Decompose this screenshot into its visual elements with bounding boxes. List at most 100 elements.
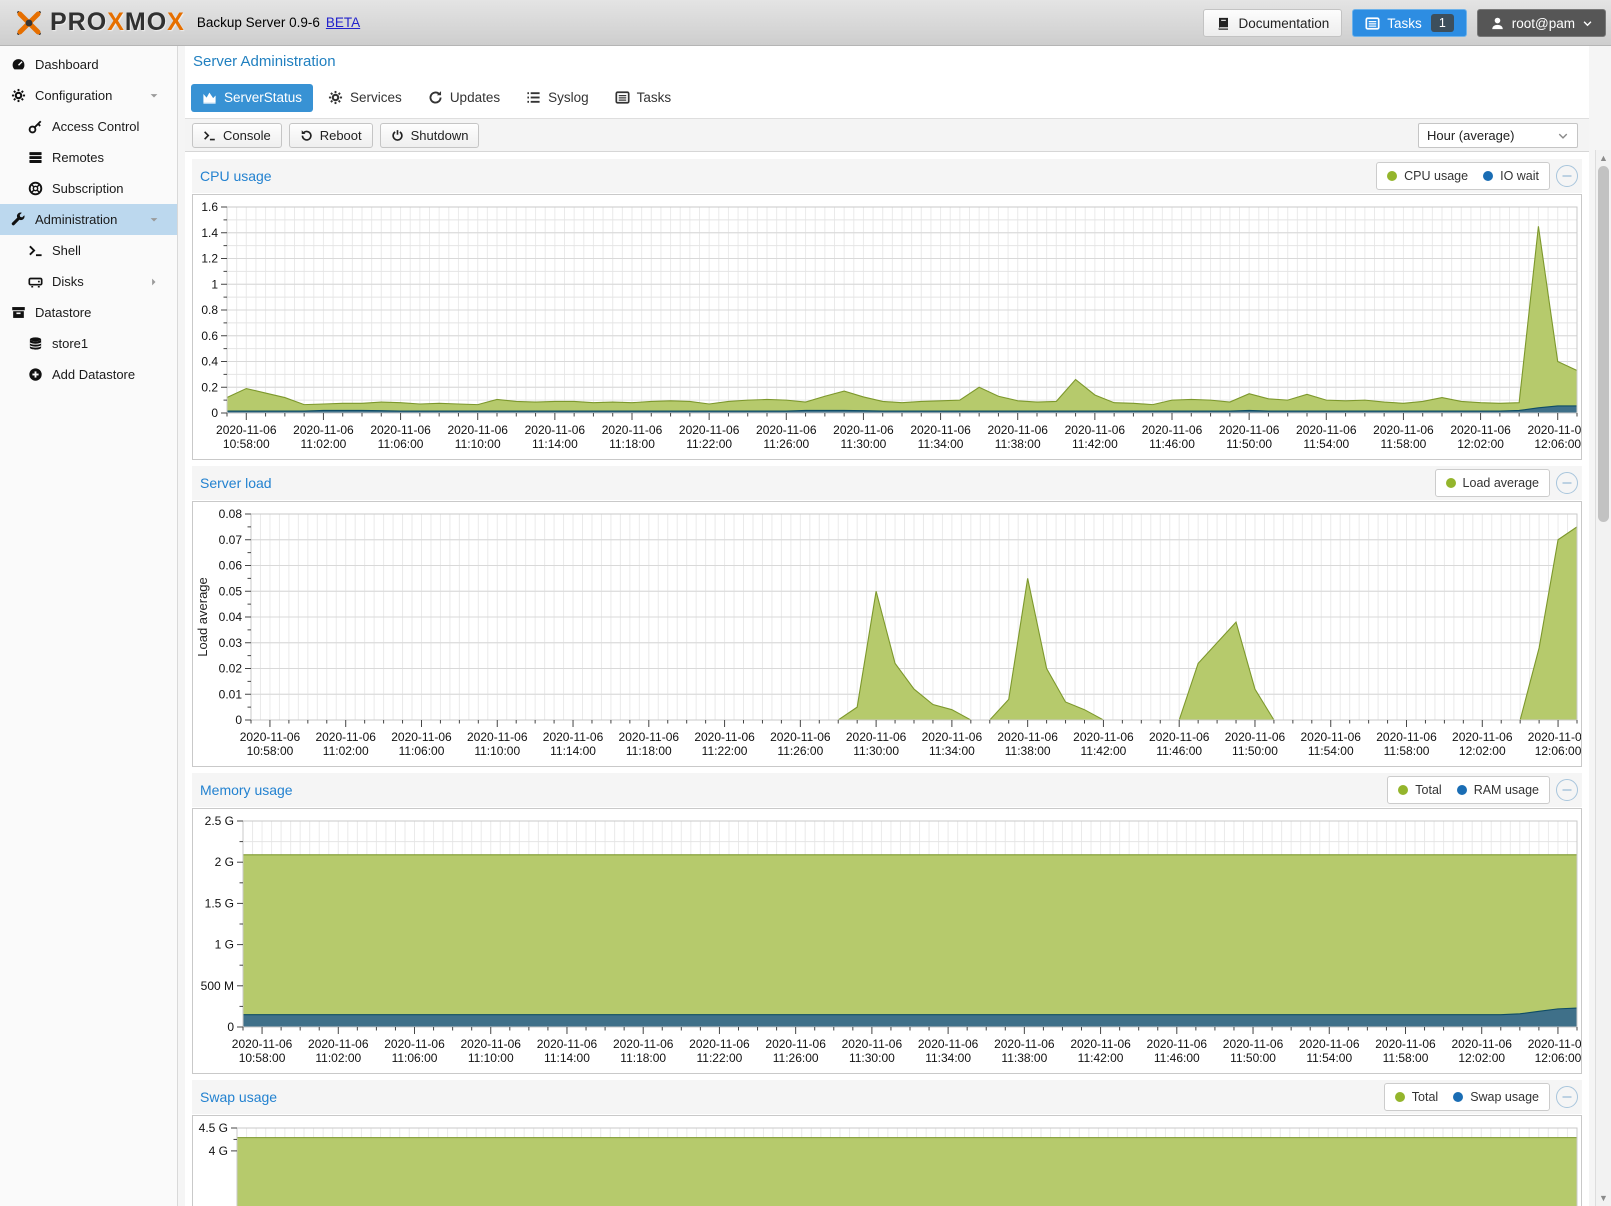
expander-down-icon[interactable] <box>148 214 160 226</box>
tab-services[interactable]: Services <box>317 84 413 112</box>
cpu-collapse-button[interactable] <box>1556 165 1578 187</box>
svg-text:11:42:00: 11:42:00 <box>1072 437 1118 451</box>
beta-link[interactable]: BETA <box>325 15 361 30</box>
svg-text:2020-11-06: 2020-11-06 <box>1073 730 1134 744</box>
task-list-icon <box>1365 16 1380 31</box>
svg-text:12:06:00: 12:06:00 <box>1535 1051 1581 1065</box>
svg-text:11:18:00: 11:18:00 <box>626 744 672 758</box>
sidebar-item-subscription[interactable]: Subscription <box>0 173 177 204</box>
svg-text:2020-11-06: 2020-11-06 <box>543 730 604 744</box>
tab-serverstatus[interactable]: ServerStatus <box>191 83 314 112</box>
legend-entry-total[interactable]: Total <box>1398 783 1442 797</box>
svg-text:11:30:00: 11:30:00 <box>849 1051 895 1065</box>
tab-label: ServerStatus <box>224 90 303 105</box>
svg-text:2020-11-06: 2020-11-06 <box>994 1037 1055 1051</box>
documentation-button[interactable]: Documentation <box>1203 9 1343 37</box>
load-panel-title: Server load <box>200 475 272 491</box>
tasks-button[interactable]: Tasks 1 <box>1352 9 1467 37</box>
svg-text:11:34:00: 11:34:00 <box>925 1051 971 1065</box>
svg-text:2020-11-06: 2020-11-06 <box>391 730 452 744</box>
svg-text:2020-11-06: 2020-11-06 <box>240 730 301 744</box>
database-icon <box>28 336 43 351</box>
sidebar-item-configuration[interactable]: Configuration <box>0 80 177 111</box>
svg-text:11:42:00: 11:42:00 <box>1081 744 1127 758</box>
sidebar-item-administration[interactable]: Administration <box>0 204 177 235</box>
user-menu-button[interactable]: root@pam <box>1476 9 1606 37</box>
svg-text:2020-11-06: 2020-11-06 <box>922 730 983 744</box>
swap-collapse-button[interactable] <box>1556 1086 1578 1108</box>
svg-text:2020-11-06: 2020-11-06 <box>1375 1037 1436 1051</box>
svg-text:11:50:00: 11:50:00 <box>1230 1051 1276 1065</box>
sidebar-item-label: Remotes <box>52 150 105 165</box>
tab-tasks[interactable]: Tasks <box>604 84 683 112</box>
sidebar-item-dashboard[interactable]: Dashboard <box>0 49 177 80</box>
legend-entry-load-average[interactable]: Load average <box>1445 476 1539 490</box>
svg-text:1.4: 1.4 <box>201 226 218 240</box>
svg-text:11:26:00: 11:26:00 <box>763 437 809 451</box>
tab-updates[interactable]: Updates <box>417 84 511 112</box>
svg-text:1.2: 1.2 <box>201 252 218 266</box>
svg-text:2 G: 2 G <box>215 855 234 869</box>
load-usage-panel: Server load Load average 0 0.01 0.02 0.03 0.04… <box>192 466 1582 767</box>
timeframe-select[interactable]: Hour (average) <box>1418 123 1578 148</box>
sidebar-item-datastore[interactable]: Datastore <box>0 297 177 328</box>
svg-text:11:30:00: 11:30:00 <box>853 744 899 758</box>
legend-entry-total[interactable]: Total <box>1394 1090 1438 1104</box>
svg-text:12:02:00: 12:02:00 <box>1459 744 1506 758</box>
button-label: Reboot <box>319 127 362 143</box>
expander-down-icon[interactable] <box>148 90 160 102</box>
svg-text:11:58:00: 11:58:00 <box>1381 437 1427 451</box>
svg-text:12:02:00: 12:02:00 <box>1458 1051 1505 1065</box>
sidebar-item-store1[interactable]: store1 <box>0 328 177 359</box>
legend-entry-ram-usage[interactable]: RAM usage <box>1456 783 1539 797</box>
reboot-button[interactable]: Reboot <box>288 122 373 148</box>
sidebar-item-label: Dashboard <box>35 57 99 72</box>
svg-text:2020-11-06: 2020-11-06 <box>987 423 1048 437</box>
sidebar-nav: Dashboard Configuration Access Control Remo… <box>0 46 178 1206</box>
sidebar-item-label: Subscription <box>52 181 124 196</box>
svg-text:2020-11-06: 2020-11-06 <box>1452 730 1513 744</box>
cpu-usage-panel: CPU usage CPU usage IO wait 0 0.2 0.4 0.6 0.8 1 1… <box>192 159 1582 460</box>
scroll-down-arrow[interactable]: ▼ <box>1599 1193 1608 1203</box>
tab-syslog[interactable]: Syslog <box>515 84 600 112</box>
scroll-up-arrow[interactable]: ▲ <box>1599 153 1608 163</box>
legend-dot <box>1394 1092 1405 1102</box>
svg-text:1.5 G: 1.5 G <box>205 896 234 910</box>
memory-collapse-button[interactable] <box>1556 779 1578 801</box>
load-collapse-button[interactable] <box>1556 472 1578 494</box>
legend-entry-io-wait[interactable]: IO wait <box>1483 169 1539 183</box>
sidebar-item-shell[interactable]: Shell <box>0 235 177 266</box>
sidebar-item-remotes[interactable]: Remotes <box>0 142 177 173</box>
charts-content: CPU usage CPU usage IO wait 0 0.2 0.4 0.6 0.8 1 1… <box>185 153 1589 1206</box>
toolbar-buttons: Console Reboot Shutdown <box>185 122 480 148</box>
svg-text:2020-11-06: 2020-11-06 <box>1065 423 1126 437</box>
svg-text:1: 1 <box>211 277 218 291</box>
legend-label: RAM usage <box>1473 783 1539 797</box>
scrollbar-thumb[interactable] <box>1598 166 1609 522</box>
memory-panel-title: Memory usage <box>200 782 293 798</box>
legend-entry-swap-usage[interactable]: Swap usage <box>1453 1090 1539 1104</box>
svg-text:2020-11-06: 2020-11-06 <box>370 423 431 437</box>
swap-usage-panel: Swap usage Total Swap usage 4 G 4.5 G <box>192 1080 1582 1206</box>
sidebar-item-access-control[interactable]: Access Control <box>0 111 177 142</box>
svg-text:10:58:00: 10:58:00 <box>239 1051 286 1065</box>
svg-text:11:46:00: 11:46:00 <box>1149 437 1195 451</box>
timeframe-value: Hour (average) <box>1427 128 1515 143</box>
legend-entry-cpu-usage[interactable]: CPU usage <box>1387 169 1468 183</box>
svg-text:1.6: 1.6 <box>201 200 218 214</box>
console-button[interactable]: Console <box>192 122 282 148</box>
sidebar-item-label: Configuration <box>35 88 113 103</box>
shutdown-button[interactable]: Shutdown <box>379 122 480 148</box>
svg-text:2020-11-06: 2020-11-06 <box>1376 730 1437 744</box>
svg-text:0: 0 <box>211 406 218 420</box>
sidebar-item-disks[interactable]: Disks <box>0 266 177 297</box>
svg-text:2020-11-06: 2020-11-06 <box>689 1037 750 1051</box>
svg-text:2020-11-06: 2020-11-06 <box>1219 423 1280 437</box>
tab-bar: ServerStatus Services Updates Syslog Tasks <box>191 82 682 113</box>
expander-right-icon[interactable] <box>148 276 160 288</box>
svg-text:11:42:00: 11:42:00 <box>1078 1051 1124 1065</box>
svg-text:0.02: 0.02 <box>219 662 243 676</box>
legend-dot <box>1387 171 1398 181</box>
svg-text:11:14:00: 11:14:00 <box>544 1051 590 1065</box>
sidebar-item-add-datastore[interactable]: Add Datastore <box>0 359 177 390</box>
